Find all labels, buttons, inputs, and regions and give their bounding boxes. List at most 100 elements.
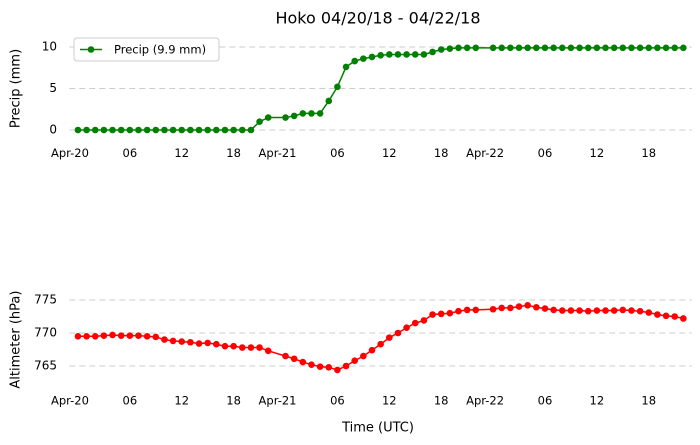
- data-point: [550, 44, 557, 52]
- data-point: [645, 309, 653, 316]
- y-tick-label: 10: [42, 40, 57, 54]
- x-tick-label: Apr-20: [51, 393, 89, 407]
- data-point: [429, 48, 436, 56]
- x-tick-label: 18: [226, 146, 241, 160]
- series-line: [77, 304, 684, 371]
- data-point: [584, 44, 592, 52]
- data-point: [282, 352, 289, 360]
- data-point: [247, 344, 255, 351]
- x-tick-label: 18: [641, 393, 656, 407]
- data-point: [264, 114, 272, 121]
- data-point: [152, 126, 160, 134]
- x-tick-label: Apr-22: [466, 146, 504, 160]
- data-point: [83, 333, 90, 340]
- y-tick-label: 5: [49, 81, 57, 95]
- data-point: [610, 307, 618, 314]
- data-point: [437, 310, 445, 318]
- data-point: [558, 44, 566, 52]
- data-point: [161, 126, 168, 134]
- data-point: [472, 306, 480, 314]
- data-point: [74, 126, 82, 134]
- data-point: [230, 126, 237, 134]
- data-point: [420, 317, 428, 324]
- data-point: [628, 44, 635, 52]
- data-point: [394, 51, 402, 58]
- data-point: [152, 333, 160, 341]
- y-tick-label: 0: [49, 123, 57, 137]
- data-point: [455, 44, 462, 52]
- data-point: [325, 364, 333, 371]
- data-point: [671, 313, 679, 320]
- data-point: [437, 46, 445, 53]
- data-point: [299, 358, 307, 366]
- legend-box: [73, 37, 220, 62]
- data-point: [515, 44, 523, 52]
- data-point: [238, 344, 246, 351]
- y-tick-label: 775: [34, 293, 57, 307]
- data-point: [109, 331, 116, 339]
- x-tick-label: 06: [538, 393, 553, 407]
- data-point: [308, 110, 315, 117]
- data-point: [161, 336, 168, 343]
- data-point: [334, 366, 341, 374]
- data-point: [316, 363, 324, 370]
- data-point: [91, 333, 99, 340]
- data-point: [429, 311, 436, 318]
- data-point: [636, 44, 644, 52]
- data-point: [636, 307, 644, 315]
- data-point: [567, 307, 575, 314]
- data-point: [100, 126, 108, 134]
- data-point: [411, 51, 419, 58]
- data-point: [662, 44, 670, 52]
- data-point: [420, 51, 428, 58]
- data-point: [126, 332, 134, 339]
- data-point: [680, 44, 687, 52]
- data-point: [602, 307, 609, 314]
- data-point: [654, 311, 661, 318]
- data-point: [455, 307, 462, 315]
- data-point: [403, 51, 410, 58]
- x-tick-label: 06: [123, 146, 138, 160]
- data-point: [334, 83, 341, 91]
- data-point: [83, 126, 90, 134]
- data-point: [498, 304, 506, 312]
- data-point: [135, 126, 142, 134]
- data-point: [213, 126, 220, 134]
- data-point: [602, 44, 609, 52]
- data-point: [264, 347, 272, 355]
- data-point: [187, 126, 194, 134]
- data-point: [178, 338, 186, 345]
- data-point: [256, 344, 263, 351]
- data-point: [533, 44, 540, 52]
- y-tick-label: 770: [34, 326, 57, 340]
- data-point: [143, 333, 151, 340]
- data-point: [533, 303, 540, 311]
- data-point: [446, 309, 454, 317]
- x-tick-label: Apr-20: [51, 146, 89, 160]
- data-point: [195, 126, 203, 134]
- chart-title: Hoko 04/20/18 - 04/22/18: [275, 9, 480, 28]
- legend-marker: [87, 46, 95, 53]
- x-tick-label: 18: [434, 146, 449, 160]
- data-point: [385, 334, 393, 341]
- legend-label: Precip (9.9 mm): [114, 43, 206, 57]
- data-point: [213, 340, 220, 348]
- data-point: [507, 44, 514, 52]
- data-point: [221, 126, 229, 134]
- data-point: [610, 44, 618, 52]
- data-point: [143, 126, 151, 134]
- data-point: [619, 306, 627, 314]
- data-point: [351, 357, 359, 365]
- x-tick-label: 12: [382, 146, 397, 160]
- legend: Precip (9.9 mm): [73, 37, 220, 62]
- data-point: [541, 305, 549, 312]
- x-tick-label: 06: [330, 393, 345, 407]
- data-point: [351, 57, 359, 65]
- data-point: [316, 110, 324, 117]
- data-point: [221, 342, 229, 350]
- data-point: [524, 44, 531, 52]
- data-point: [195, 340, 203, 347]
- data-point: [290, 112, 298, 120]
- data-point: [403, 324, 410, 332]
- data-point: [360, 352, 367, 360]
